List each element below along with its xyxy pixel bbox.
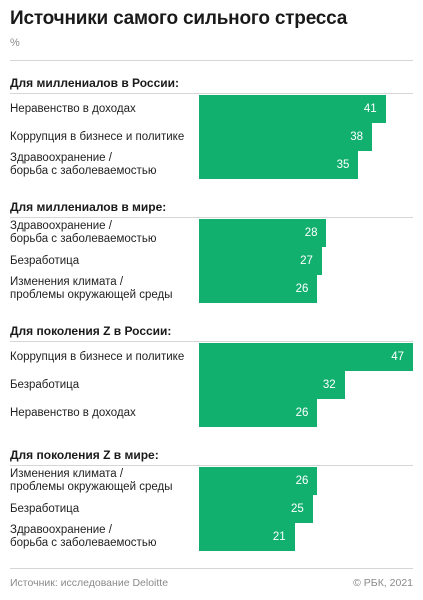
- bar-row: Безработица 32: [10, 371, 413, 399]
- bar: 25: [199, 495, 313, 523]
- category-label: Безработица: [10, 378, 80, 391]
- category-label: Неравенство в доходах: [10, 102, 136, 115]
- bar-value-label: 25: [291, 503, 304, 515]
- bar-value-label: 26: [295, 283, 309, 295]
- bar-row: Здравоохранение / борьба с заболеваемост…: [10, 219, 413, 247]
- category-label: Безработица: [10, 254, 80, 267]
- top-divider: [10, 60, 413, 61]
- category-label: Неравенство в доходах: [10, 406, 136, 419]
- category-label: Изменения климата / проблемы окружающей …: [10, 276, 173, 301]
- category-label: Коррупция в бизнесе и политике: [10, 130, 185, 143]
- category-label: Безработица: [10, 502, 80, 515]
- bar: 26: [199, 467, 318, 495]
- bar-value-label: 32: [322, 379, 336, 391]
- group-title: Для поколения Z в России:: [10, 324, 172, 338]
- bar-value-label: 26: [295, 407, 309, 419]
- bar: 47: [199, 343, 413, 371]
- source-note: Источник: исследование Deloitte: [10, 577, 169, 589]
- bar: 41: [199, 95, 386, 123]
- bar-row: Коррупция в бизнесе и политике 47: [10, 343, 413, 371]
- bar-row: Безработица 25: [10, 495, 413, 523]
- bar-row: Изменения климата / проблемы окружающей …: [10, 275, 413, 303]
- chart-title: Источники самого сильного стресса: [10, 8, 348, 29]
- bar-row: Здравоохранение / борьба с заболеваемост…: [10, 523, 413, 551]
- bar-row: Неравенство в доходах 41: [10, 95, 413, 123]
- copyright: © РБК, 2021: [353, 577, 413, 589]
- bar-row: Неравенство в доходах 26: [10, 399, 413, 427]
- bottom-divider: [10, 568, 413, 569]
- category-label: Изменения климата / проблемы окружающей …: [10, 468, 173, 493]
- bar-row: Коррупция в бизнесе и политике 38: [10, 123, 413, 151]
- group-divider: [10, 217, 413, 218]
- bar: 32: [199, 371, 345, 399]
- bar: 28: [199, 219, 327, 247]
- bar-value-label: 47: [391, 351, 404, 363]
- bar: 21: [199, 523, 295, 551]
- bar: 38: [199, 123, 373, 151]
- category-label: Здравоохранение / борьба с заболеваемост…: [10, 524, 157, 549]
- category-label: Здравоохранение / борьба с заболеваемост…: [10, 152, 157, 177]
- bar-value-label: 27: [300, 255, 313, 267]
- unit-label: %: [10, 37, 20, 49]
- category-label: Здравоохранение / борьба с заболеваемост…: [10, 220, 157, 245]
- group-divider: [10, 341, 413, 342]
- bar: 26: [199, 399, 318, 427]
- group-divider: [10, 465, 413, 466]
- bar-value-label: 38: [350, 131, 364, 143]
- bar-row: Изменения климата / проблемы окружающей …: [10, 467, 413, 495]
- bar-row: Здравоохранение / борьба с заболеваемост…: [10, 151, 413, 179]
- group-title: Для поколения Z в мире:: [10, 448, 159, 462]
- bar-value-label: 35: [336, 159, 350, 171]
- bar-row: Безработица 27: [10, 247, 413, 275]
- bar-value-label: 41: [363, 103, 377, 115]
- category-label: Коррупция в бизнесе и политике: [10, 350, 185, 363]
- group-title: Для миллениалов в мире:: [10, 200, 167, 214]
- bar: 27: [199, 247, 322, 275]
- bar-value-label: 28: [304, 227, 318, 239]
- bar-value-label: 21: [272, 531, 286, 543]
- bar-value-label: 26: [295, 475, 309, 487]
- bar: 26: [199, 275, 318, 303]
- group-divider: [10, 93, 413, 94]
- group-title: Для миллениалов в России:: [10, 76, 180, 90]
- bar: 35: [199, 151, 359, 179]
